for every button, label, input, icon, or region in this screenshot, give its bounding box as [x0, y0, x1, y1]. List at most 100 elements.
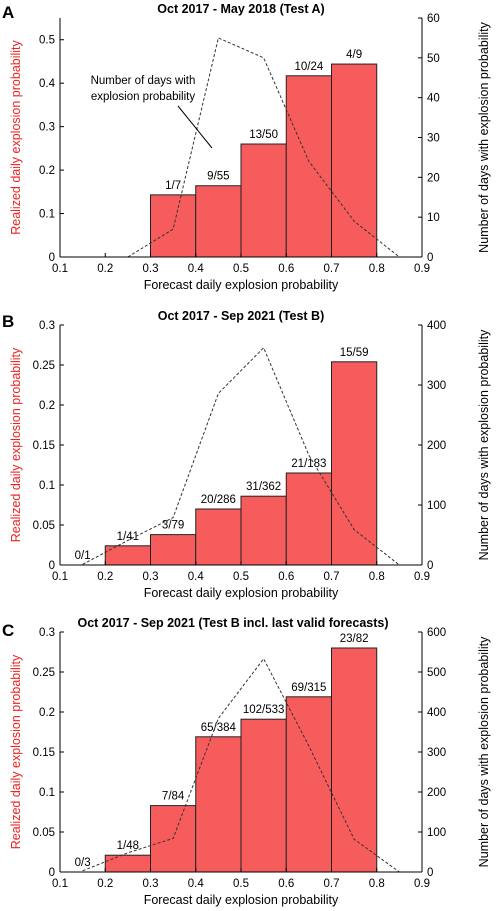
y-tick-label-right: 50 — [427, 53, 440, 65]
y-tick-label-right: 60 — [427, 13, 440, 25]
bar-data-label: 15/59 — [340, 347, 369, 359]
y-tick-label-left: 0.4 — [39, 78, 56, 90]
x-tick-label: 0.9 — [414, 878, 430, 890]
bar-data-label: 9/55 — [207, 171, 229, 183]
x-tick-label: 0.5 — [233, 571, 249, 583]
x-tick-label: 0.3 — [143, 878, 159, 890]
bar — [104, 545, 151, 566]
y-axis-label-right: Number of days with explosion probabilit… — [477, 21, 491, 252]
bar — [195, 185, 242, 258]
bar-data-label: 13/50 — [249, 129, 278, 141]
y-tick-label-left: 0.15 — [33, 747, 55, 759]
annotation-line-1: Number of days with — [91, 75, 196, 87]
y-tick-label-left: 0.25 — [33, 667, 55, 679]
days-count-line — [127, 37, 400, 258]
bar-data-label: 1/48 — [117, 840, 139, 852]
x-axis-label: Forecast daily explosion probability — [144, 278, 339, 292]
y-axis-label-right: Number of days with explosion probabilit… — [477, 329, 491, 560]
y-tick-label-left: 0.05 — [33, 827, 55, 839]
y-tick-label-right: 40 — [427, 93, 440, 105]
bar — [240, 143, 287, 258]
bar-data-label: 1/7 — [165, 180, 181, 192]
y-axis-label-left: Realized daily explosion probability — [9, 39, 23, 234]
x-tick-label: 0.3 — [143, 263, 159, 275]
y-axis-label-left: Realized daily explosion probability — [9, 347, 23, 542]
x-axis-label: Forecast daily explosion probability — [144, 586, 339, 600]
x-tick-label: 0.1 — [52, 571, 68, 583]
bar-data-label: 1/41 — [117, 531, 139, 543]
y-tick-label-left: 0.3 — [39, 627, 55, 639]
y-tick-label-right: 500 — [427, 667, 446, 679]
y-tick-label-left: 0.2 — [39, 707, 55, 719]
x-tick-label: 0.9 — [414, 571, 430, 583]
y-tick-label-left: 0.2 — [39, 165, 55, 177]
y-tick-label-right: 0 — [427, 867, 433, 879]
bar — [331, 361, 378, 566]
bar-data-label: 102/533 — [243, 704, 285, 716]
bar — [240, 718, 287, 873]
x-tick-label: 0.8 — [369, 263, 385, 275]
x-tick-label: 0.8 — [369, 878, 385, 890]
y-tick-label-right: 300 — [427, 380, 446, 392]
bar — [150, 534, 197, 566]
y-tick-label-left: 0 — [49, 252, 55, 264]
y-tick-label-right: 10 — [427, 212, 440, 224]
y-tick-label-right: 300 — [427, 747, 446, 759]
panel-letter: C — [2, 621, 14, 640]
x-tick-label: 0.3 — [143, 571, 159, 583]
x-tick-label: 0.6 — [278, 263, 294, 275]
x-tick-label: 0.4 — [188, 571, 205, 583]
y-axis-label-right: Number of days with explosion probabilit… — [477, 636, 491, 867]
y-tick-label-right: 600 — [427, 627, 446, 639]
bar-data-label: 20/286 — [201, 494, 236, 506]
bar-data-label: 21/183 — [291, 458, 326, 470]
y-tick-label-left: 0 — [49, 560, 55, 572]
y-tick-label-right: 100 — [427, 500, 446, 512]
y-tick-label-left: 0.15 — [33, 440, 55, 452]
bar-data-label: 10/24 — [294, 61, 323, 73]
y-tick-label-left: 0.1 — [39, 480, 55, 492]
annotation-pointer — [177, 105, 213, 149]
x-tick-label: 0.7 — [324, 571, 340, 583]
bar-data-label: 69/315 — [291, 682, 326, 694]
x-tick-label: 0.2 — [97, 571, 113, 583]
y-tick-label-right: 20 — [427, 172, 440, 184]
y-tick-label-right: 400 — [427, 707, 446, 719]
y-tick-label-right: 0 — [427, 560, 433, 572]
chart-title: Oct 2017 - May 2018 (Test A) — [157, 2, 324, 16]
y-tick-label-left: 0.5 — [39, 35, 55, 47]
y-tick-label-right: 30 — [427, 133, 440, 145]
y-tick-label-left: 0.05 — [33, 520, 55, 532]
y-tick-label-right: 200 — [427, 787, 446, 799]
x-tick-label: 0.1 — [52, 878, 68, 890]
x-tick-label: 0.4 — [188, 878, 205, 890]
annotation-line-2: explosion probability — [91, 91, 195, 103]
y-tick-label-left: 0 — [49, 867, 55, 879]
y-tick-label-left: 0.1 — [39, 209, 55, 221]
panel-letter: B — [2, 312, 14, 331]
x-tick-label: 0.8 — [369, 571, 385, 583]
y-tick-label-right: 200 — [427, 440, 446, 452]
y-tick-label-left: 0.3 — [39, 122, 55, 134]
days-count-line — [82, 657, 400, 873]
bar — [285, 696, 332, 873]
panel-letter: A — [2, 3, 14, 22]
bar-data-label: 4/9 — [346, 49, 362, 61]
bar-data-label: 31/362 — [246, 481, 281, 493]
days-count-line — [82, 346, 400, 566]
bar-data-label: 23/82 — [340, 633, 369, 645]
bar-data-label: 65/384 — [201, 722, 237, 734]
x-tick-label: 0.6 — [278, 571, 294, 583]
bar — [285, 472, 332, 566]
bar — [104, 854, 151, 873]
x-tick-label: 0.2 — [97, 878, 113, 890]
y-tick-label-left: 0.3 — [39, 320, 55, 332]
x-tick-label: 0.5 — [233, 263, 249, 275]
bar — [150, 194, 197, 258]
x-tick-label: 0.6 — [278, 878, 294, 890]
bar — [195, 508, 242, 566]
x-tick-label: 0.5 — [233, 878, 249, 890]
bar-data-label: 0/1 — [75, 550, 91, 562]
y-axis-label-left: Realized daily explosion probability — [9, 654, 23, 849]
